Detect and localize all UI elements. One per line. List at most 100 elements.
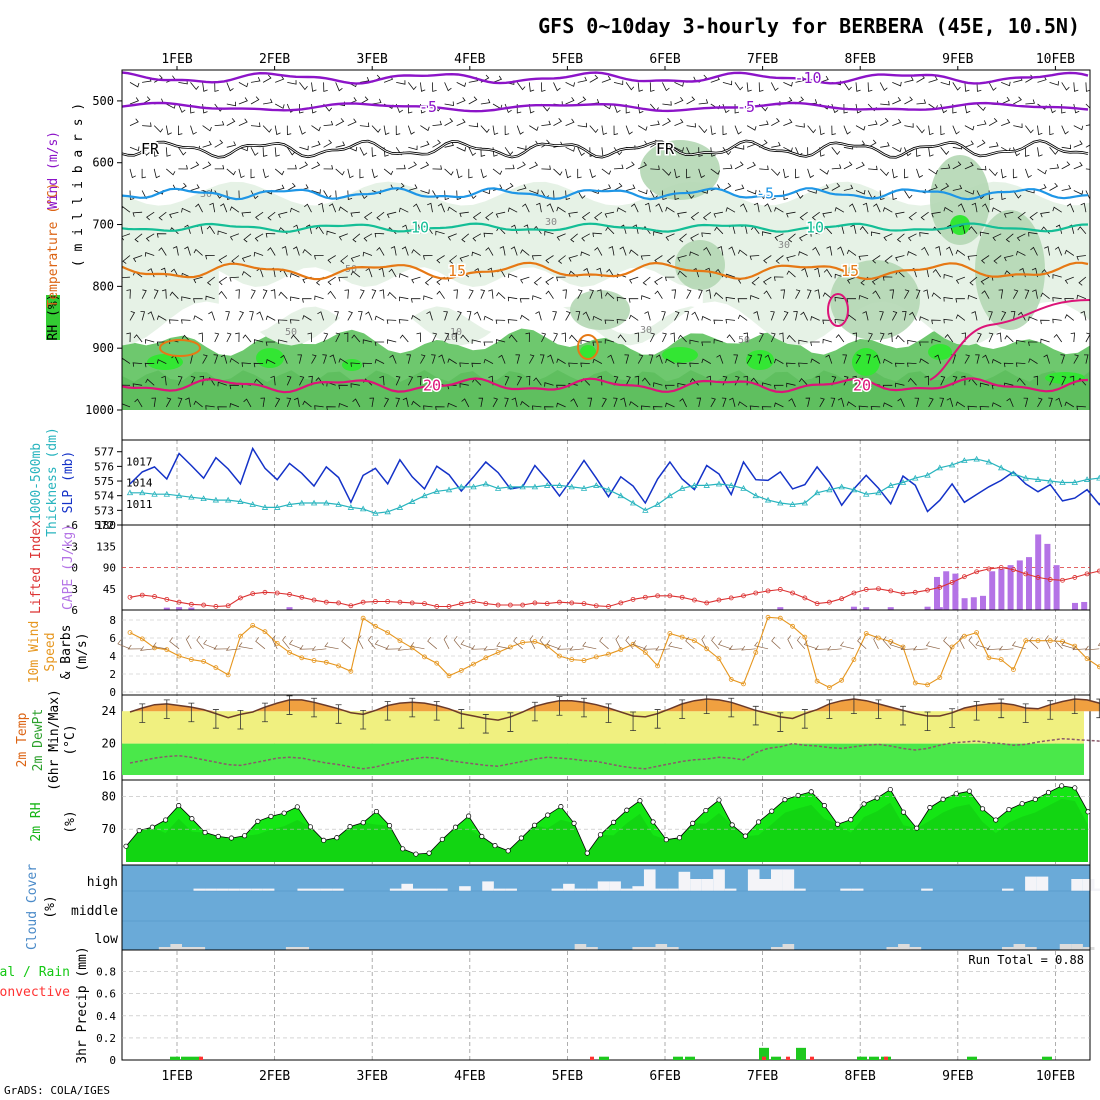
temp-minmax-bar xyxy=(1071,694,1078,715)
wind-speed-marker xyxy=(225,672,231,678)
cape-bar xyxy=(1044,543,1051,610)
wind-barb xyxy=(545,276,554,285)
isotherm-label: 15 xyxy=(841,262,859,280)
wind-barb xyxy=(783,82,793,87)
wind-barb xyxy=(398,273,409,278)
date-label-bottom: 1FEB xyxy=(161,1069,192,1084)
wind-barb xyxy=(967,405,978,410)
cloud-low-bar xyxy=(886,947,899,950)
wind-barb xyxy=(205,254,215,260)
rh2m-marker xyxy=(1059,783,1065,789)
wind-speed-marker xyxy=(483,655,489,661)
wind-barb xyxy=(650,120,660,126)
wind-barb xyxy=(883,233,893,241)
wind-barb xyxy=(753,202,760,213)
wind-barb xyxy=(879,332,885,343)
li-marker xyxy=(250,591,256,597)
rh2m-marker xyxy=(518,835,524,841)
thickness-marker xyxy=(997,464,1005,471)
wind-barb xyxy=(665,206,675,213)
li-marker xyxy=(741,593,746,599)
wind-barb xyxy=(371,125,381,133)
thickness-marker xyxy=(139,489,146,496)
cape-bar xyxy=(1035,534,1042,610)
wind-barb xyxy=(371,147,377,157)
wind-barb xyxy=(624,354,630,364)
wind-barb xyxy=(859,226,869,235)
wind-barb xyxy=(961,375,966,386)
temp-tick-label: 20 xyxy=(102,737,116,751)
wind-barb xyxy=(193,276,203,284)
wind-barb xyxy=(1025,99,1035,105)
wind-barb xyxy=(819,184,829,191)
rh2m-marker xyxy=(294,804,300,810)
wind-barb xyxy=(762,276,772,285)
wind-barb xyxy=(758,82,764,92)
wind-barb xyxy=(879,190,885,201)
wind-barb xyxy=(343,332,349,343)
wind-barb xyxy=(262,147,268,157)
isotherm-label: FR xyxy=(656,140,675,158)
wind-barb xyxy=(386,319,397,324)
wind-barb xyxy=(480,125,490,133)
wind-barb xyxy=(199,375,205,386)
wind-barb xyxy=(943,206,954,213)
wind-barb-surface xyxy=(975,640,990,650)
thickness-marker xyxy=(593,482,600,488)
wind-barb xyxy=(129,146,140,152)
wind-barb xyxy=(722,164,733,170)
wind-barb xyxy=(362,339,373,344)
wind-barb xyxy=(783,168,789,179)
wind-barb xyxy=(577,289,583,299)
wind-barb xyxy=(507,296,518,302)
wind-barb xyxy=(570,233,578,243)
rh-dry-gap xyxy=(218,267,703,335)
wind-barb xyxy=(262,74,272,83)
thickness-marker xyxy=(728,482,735,488)
isotherm-freezing-inner xyxy=(122,140,1089,158)
wind-barb xyxy=(178,165,188,170)
wind-barb xyxy=(858,294,869,300)
rh2m-marker xyxy=(874,795,880,801)
temp-minmax-bar xyxy=(801,709,808,729)
rh-contour-label: 50 xyxy=(738,335,750,346)
wind-barb xyxy=(408,184,418,191)
rh2m-marker xyxy=(123,843,129,849)
wind-barb xyxy=(822,319,832,325)
wind-barb xyxy=(871,276,881,285)
wind-barb xyxy=(725,296,736,302)
wind-barb xyxy=(299,125,306,135)
wind-barb xyxy=(292,246,300,256)
cloud-high-bar xyxy=(193,888,206,891)
wind-barb xyxy=(1073,190,1084,195)
cloud-low-bar xyxy=(643,947,656,950)
svg-text:3hr Precip (mm): 3hr Precip (mm) xyxy=(75,946,90,1063)
wind-barb xyxy=(447,233,457,241)
wind-barb xyxy=(589,289,594,299)
temp-minmax-bar xyxy=(237,709,244,730)
wind-barb xyxy=(165,397,172,408)
wind-barb-surface xyxy=(203,639,217,650)
wind-barb xyxy=(178,147,187,156)
date-label-bottom: 7FEB xyxy=(747,1069,778,1084)
wind-barb xyxy=(1003,362,1014,368)
cloud-high-bar xyxy=(1071,879,1083,891)
wind-barb xyxy=(1000,311,1007,321)
thickness-marker xyxy=(777,499,784,506)
wind-barb xyxy=(505,164,515,170)
cloud-background xyxy=(122,865,1090,950)
wind-barb xyxy=(235,332,240,343)
wind-barb xyxy=(250,96,260,105)
wind-barb xyxy=(172,246,179,256)
li-marker xyxy=(679,594,685,600)
wind-barb xyxy=(242,334,252,343)
wind-barb xyxy=(976,165,987,171)
wind-barb xyxy=(649,332,655,343)
wind-barb xyxy=(992,233,1002,242)
thickness-marker xyxy=(936,464,943,471)
wind-barb xyxy=(517,161,526,170)
wind-barb xyxy=(638,189,648,195)
rh2m-marker xyxy=(1072,785,1078,791)
wind-barb xyxy=(480,189,491,195)
